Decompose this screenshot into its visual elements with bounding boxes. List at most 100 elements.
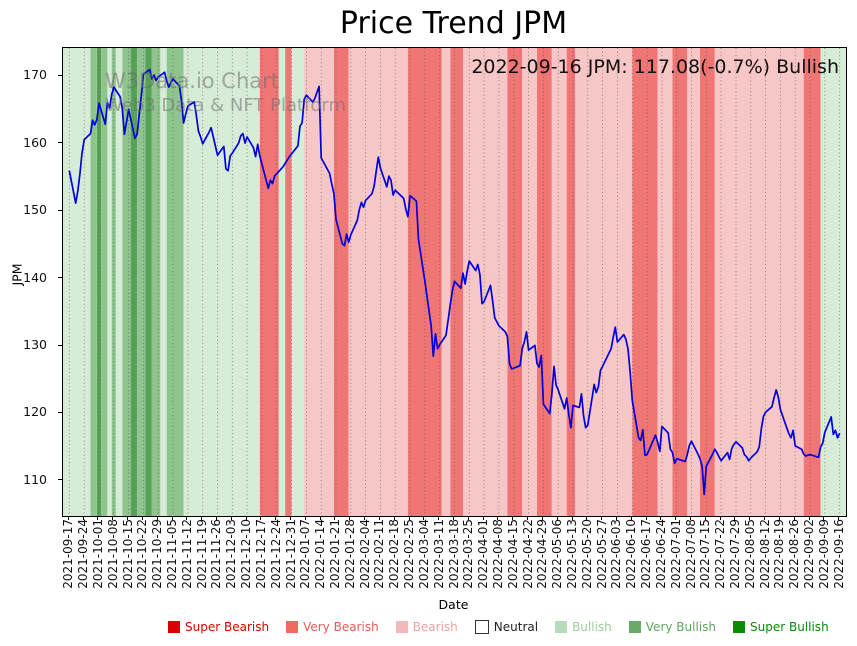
x-tick-label: 2022-03-18 — [446, 519, 461, 589]
sentiment-band-very_bearish — [450, 48, 463, 516]
legend-item-very-bullish: Very Bullish — [628, 620, 716, 634]
x-tick-mark — [497, 516, 499, 520]
x-tick-label: 2022-08-26 — [787, 519, 802, 589]
sentiment-band-super_bullish — [130, 48, 137, 516]
x-tick-label: 2022-07-15 — [698, 519, 713, 589]
legend-label: Bearish — [412, 620, 458, 634]
x-tick-mark — [364, 516, 366, 520]
x-tick-label: 2021-10-29 — [150, 519, 165, 589]
sentiment-band-bullish — [63, 48, 91, 516]
sentiment-band-very_bearish — [285, 48, 292, 516]
x-tick-mark — [482, 516, 484, 520]
x-tick-mark — [201, 516, 203, 520]
x-tick-label: 2022-05-20 — [579, 519, 594, 589]
y-tick-mark — [58, 479, 62, 481]
x-tick-label: 2022-02-04 — [357, 519, 372, 589]
x-tick-mark — [393, 516, 395, 520]
x-tick-label: 2021-11-12 — [179, 519, 194, 589]
x-tick-mark — [319, 516, 321, 520]
sentiment-band-bearish — [463, 48, 508, 516]
x-tick-mark — [704, 516, 706, 520]
x-tick-mark — [615, 516, 617, 520]
legend-swatch-very-bullish-icon — [628, 621, 641, 633]
sentiment-band-very_bullish — [101, 48, 108, 516]
sentiment-band-bullish — [291, 48, 305, 516]
x-tick-mark — [215, 516, 217, 520]
y-tick-mark — [58, 344, 62, 346]
x-tick-mark — [764, 516, 766, 520]
x-tick-mark — [571, 516, 573, 520]
y-tick-label: 130 — [23, 337, 47, 353]
legend-item-super-bullish: Super Bullish — [733, 620, 829, 634]
x-tick-mark — [260, 516, 262, 520]
plot-canvas — [63, 48, 846, 516]
x-tick-label: 2021-09-17 — [61, 519, 76, 589]
x-tick-label: 2022-02-25 — [402, 519, 417, 589]
legend-swatch-bullish-icon — [555, 621, 568, 633]
x-tick-label: 2022-01-28 — [342, 519, 357, 589]
legend-swatch-neutral-icon — [474, 620, 489, 634]
x-tick-mark — [793, 516, 795, 520]
x-tick-label: 2022-06-10 — [624, 519, 639, 589]
sentiment-band-bullish — [160, 48, 167, 516]
x-tick-label: 2022-07-01 — [668, 519, 683, 589]
x-tick-label: 2021-12-31 — [283, 519, 298, 589]
x-tick-mark — [541, 516, 543, 520]
x-tick-label: 2022-08-19 — [772, 519, 787, 589]
x-tick-mark — [512, 516, 514, 520]
x-tick-mark — [230, 516, 232, 520]
legend-swatch-very-bearish-icon — [286, 621, 299, 633]
legend-item-very-bearish: Very Bearish — [286, 620, 379, 634]
sentiment-band-bearish — [551, 48, 567, 516]
sentiment-band-bearish — [714, 48, 804, 516]
x-tick-label: 2021-11-26 — [209, 519, 224, 589]
legend-item-bullish: Bullish — [555, 620, 612, 634]
x-tick-label: 2022-07-08 — [683, 519, 698, 589]
x-tick-mark — [690, 516, 692, 520]
x-tick-mark — [186, 516, 188, 520]
x-tick-mark — [171, 516, 173, 520]
x-tick-label: 2022-09-02 — [802, 519, 817, 589]
sentiment-band-very_bullish — [151, 48, 161, 516]
x-tick-mark — [645, 516, 647, 520]
sentiment-band-very_bearish — [672, 48, 688, 516]
x-tick-label: 2021-10-01 — [90, 519, 105, 589]
x-tick-label: 2022-06-03 — [609, 519, 624, 589]
sentiment-band-bullish — [107, 48, 112, 516]
x-tick-label: 2022-08-12 — [757, 519, 772, 589]
sentiment-band-bearish — [687, 48, 700, 516]
legend-item-bearish: Bearish — [395, 620, 458, 634]
y-tick-mark — [58, 277, 62, 279]
x-tick-mark — [734, 516, 736, 520]
y-tick-label: 120 — [23, 404, 47, 420]
x-tick-label: 2022-03-11 — [431, 519, 446, 589]
plot-area: W3Data.io Chart Web3 Data & NFT Platform… — [62, 47, 847, 517]
x-tick-mark — [660, 516, 662, 520]
x-tick-mark — [675, 516, 677, 520]
x-tick-mark — [749, 516, 751, 520]
x-tick-label: 2022-05-06 — [550, 519, 565, 589]
price-line — [68, 68, 841, 496]
y-tick-label: 110 — [23, 471, 47, 487]
x-tick-label: 2022-02-11 — [372, 519, 387, 589]
x-tick-mark — [156, 516, 158, 520]
sentiment-band-bearish — [522, 48, 537, 516]
x-tick-mark — [438, 516, 440, 520]
x-tick-label: 2022-07-22 — [713, 519, 728, 589]
sentiment-band-very_bearish — [700, 48, 715, 516]
sentiment-legend: Super Bearish Very Bearish Bearish Neutral B… — [168, 620, 829, 634]
x-tick-label: 2021-11-19 — [194, 519, 209, 589]
x-tick-label: 2021-12-03 — [224, 519, 239, 589]
sentiment-band-bearish — [304, 48, 334, 516]
x-tick-mark — [778, 516, 780, 520]
x-tick-label: 2021-10-15 — [120, 519, 135, 589]
sentiment-band-very_bullish — [122, 48, 131, 516]
y-tick-label: 160 — [23, 134, 47, 150]
x-tick-label: 2022-04-08 — [490, 519, 505, 589]
x-tick-mark — [245, 516, 247, 520]
x-tick-label: 2022-06-24 — [653, 519, 668, 589]
sentiment-band-very_bearish — [333, 48, 349, 516]
sentiment-band-bearish — [441, 48, 451, 516]
x-tick-mark — [467, 516, 469, 520]
